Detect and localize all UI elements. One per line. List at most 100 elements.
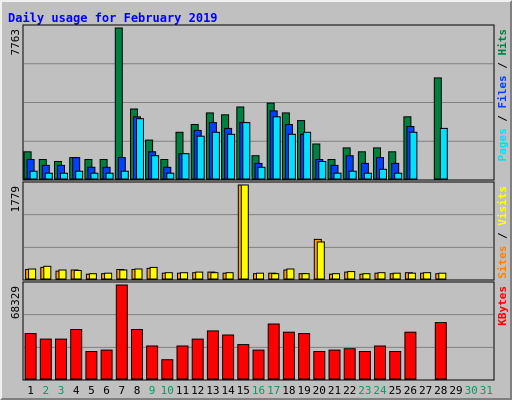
bar-pages-day-26 (409, 131, 418, 180)
bar-sites-day-9 (149, 266, 158, 280)
bar-kbytes-day-15 (237, 344, 250, 380)
day-label-8: 8 (134, 384, 141, 397)
bar-sites-day-16 (256, 272, 264, 280)
bar-pages-day-22 (348, 170, 357, 180)
bar-kbytes-day-9 (146, 345, 159, 380)
bar-kbytes-day-10 (161, 359, 174, 380)
bar-sites-day-8 (134, 268, 143, 280)
legend-part: / (496, 109, 509, 129)
bar-sites-day-6 (104, 272, 113, 280)
bar-pages-day-9 (151, 155, 160, 180)
bar-sites-day-22 (347, 271, 356, 280)
day-label-19: 19 (297, 384, 310, 397)
bar-kbytes-day-13 (206, 330, 219, 380)
bar-pages-day-13 (211, 131, 220, 180)
bar-sites-day-24 (377, 272, 386, 280)
bar-kbytes-day-21 (328, 349, 341, 380)
bar-kbytes-day-11 (176, 345, 189, 380)
bar-kbytes-day-6 (100, 349, 113, 380)
bar-sites-day-4 (73, 270, 82, 280)
y-max-label: 1779 (9, 186, 22, 213)
bar-pages-day-7 (120, 170, 129, 180)
bar-sites-day-11 (180, 272, 188, 280)
bar-pages-day-20 (318, 161, 327, 180)
bar-kbytes-day-3 (55, 338, 67, 380)
day-label-10: 10 (161, 384, 174, 397)
legend-label-hits-panel: Pages / Files / Hits (496, 29, 509, 162)
bar-pages-day-14 (227, 133, 236, 180)
chart-title: Daily usage for February 2019 (8, 11, 218, 25)
day-label-24: 24 (373, 384, 387, 397)
bar-kbytes-day-8 (131, 329, 143, 380)
bar-sites-day-3 (58, 269, 67, 280)
bar-kbytes-day-23 (358, 351, 371, 380)
bar-sites-day-21 (332, 273, 340, 280)
bar-pages-day-5 (90, 172, 99, 180)
legend-label-kbytes-panel: KBytes (496, 286, 509, 326)
bar-kbytes-day-19 (298, 333, 311, 380)
day-label-17: 17 (267, 384, 280, 397)
y-max-label: 68329 (9, 286, 22, 319)
bar-pages-day-11 (181, 153, 190, 180)
bar-sites-day-18 (286, 268, 295, 280)
bar-sites-day-5 (88, 273, 97, 280)
bar-pages-day-25 (394, 172, 403, 180)
day-label-20: 20 (313, 384, 326, 397)
day-label-4: 4 (73, 384, 80, 397)
day-label-6: 6 (103, 384, 110, 397)
bar-sites-day-14 (225, 272, 234, 280)
bar-pages-day-6 (105, 172, 114, 180)
bar-kbytes-day-14 (222, 334, 235, 380)
bar-kbytes-day-17 (267, 323, 280, 380)
bar-pages-day-18 (287, 133, 296, 180)
bar-pages-day-3 (60, 172, 68, 180)
bar-sites-day-1 (28, 268, 37, 280)
bar-pages-day-28 (439, 127, 448, 180)
day-label-26: 26 (404, 384, 417, 397)
bar-pages-day-2 (44, 172, 53, 180)
bar-kbytes-day-28 (434, 322, 447, 380)
bar-kbytes-day-26 (404, 331, 417, 380)
visits-panel-frame (22, 181, 495, 281)
day-label-31: 31 (480, 384, 493, 397)
day-label-25: 25 (389, 384, 402, 397)
day-label-12: 12 (191, 384, 204, 397)
bar-pages-day-19 (303, 131, 312, 180)
bar-kbytes-day-7 (115, 284, 128, 380)
bar-pages-day-15 (242, 122, 251, 180)
legend-part: Sites (496, 246, 509, 279)
bar-kbytes-day-5 (85, 351, 98, 380)
bar-pages-day-21 (333, 172, 342, 180)
bar-sites-day-28 (438, 272, 447, 280)
day-label-23: 23 (358, 384, 371, 397)
legend-part: / (496, 56, 509, 76)
bar-sites-day-13 (210, 272, 219, 280)
bar-sites-day-2 (43, 265, 52, 280)
bar-kbytes-day-20 (313, 351, 326, 380)
day-label-11: 11 (176, 384, 189, 397)
day-label-3: 3 (58, 384, 65, 397)
bar-sites-day-26 (407, 272, 416, 280)
bar-kbytes-day-18 (282, 331, 295, 380)
bar-kbytes-day-4 (70, 329, 83, 380)
bar-sites-day-19 (301, 273, 310, 280)
legend-part: Visits (496, 186, 509, 226)
day-label-28: 28 (434, 384, 447, 397)
bar-pages-day-17 (272, 116, 281, 180)
day-label-2: 2 (42, 384, 49, 397)
legend-part: Files (496, 75, 509, 108)
bar-sites-day-25 (392, 272, 401, 280)
bar-sites-day-12 (195, 271, 204, 280)
day-label-13: 13 (206, 384, 219, 397)
day-label-29: 29 (449, 384, 462, 397)
bar-sites-day-20 (316, 241, 325, 280)
legend-part: Hits (496, 29, 509, 56)
bar-pages-day-8 (136, 118, 144, 180)
bar-hits-day-7 (114, 27, 123, 180)
bar-pages-day-23 (363, 172, 372, 180)
bar-sites-day-23 (362, 273, 371, 280)
day-label-9: 9 (149, 384, 156, 397)
bar-kbytes-day-16 (252, 349, 265, 380)
bar-kbytes-day-12 (191, 338, 204, 380)
